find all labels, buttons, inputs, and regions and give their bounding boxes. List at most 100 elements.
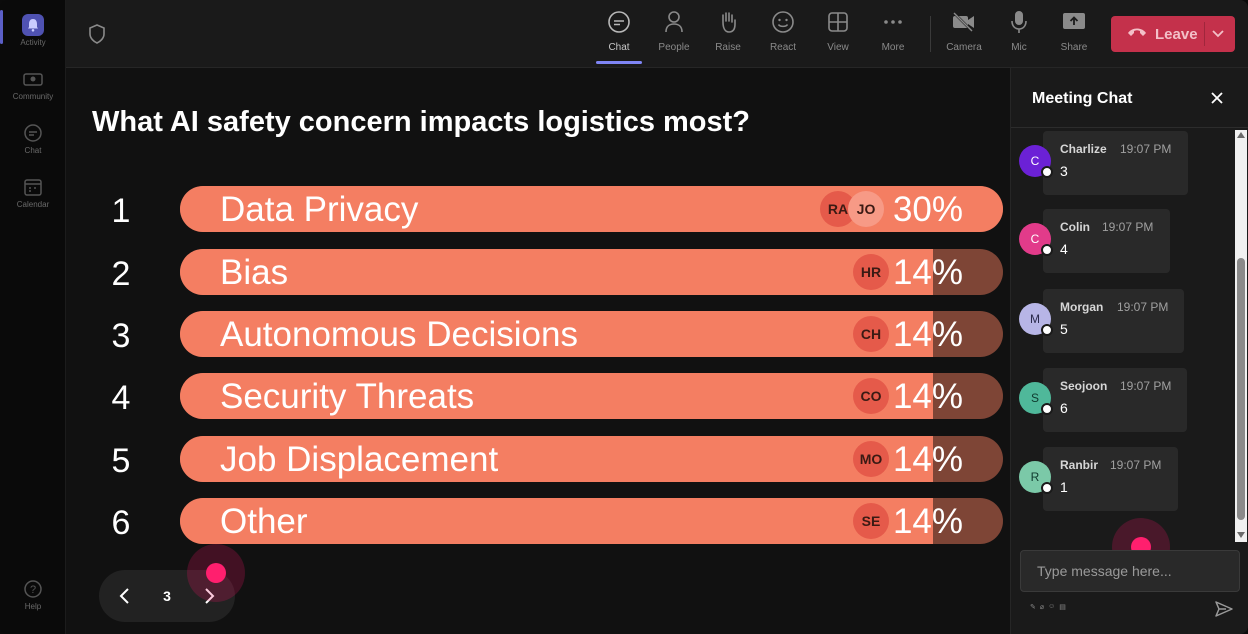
rail-item-calendar[interactable]: Calendar	[0, 166, 66, 216]
toolbar-label: React	[769, 42, 797, 53]
message-author: Morgan	[1060, 300, 1104, 314]
voter-chip: CH	[853, 316, 889, 352]
svg-text:?: ?	[30, 584, 36, 596]
chat-scrollbar[interactable]	[1235, 130, 1247, 542]
option-fill	[180, 249, 934, 295]
send-icon[interactable]	[1214, 600, 1234, 623]
meeting-chat-panel: Meeting Chat C Charlize 19:07 PM 3 C Col…	[1010, 68, 1248, 634]
leave-label: Leave	[1155, 25, 1198, 43]
emoji-icon[interactable]: ☺	[1048, 603, 1056, 610]
toolbar-label: Camera	[946, 42, 982, 53]
toolbar-label: Raise	[715, 42, 741, 53]
message-author: Colin	[1060, 220, 1090, 234]
camera-off-icon	[951, 10, 977, 34]
close-icon[interactable]	[1209, 90, 1225, 111]
toolbar-raise-button[interactable]: Raise	[704, 10, 752, 62]
bell-icon	[22, 14, 44, 36]
option-bar: Security Threats CO 14%	[180, 373, 1003, 419]
toolbar-view-button[interactable]: View	[814, 10, 862, 62]
toolbar-camera-button[interactable]: Camera	[940, 10, 988, 62]
meeting-toolbar: Chat People Raise React View	[66, 0, 1248, 68]
poll-option[interactable]: 6 Other SE 14%	[66, 498, 1010, 546]
mic-icon	[1010, 10, 1028, 34]
calendar-icon	[22, 176, 44, 198]
chevron-down-icon[interactable]	[1211, 26, 1225, 45]
option-bar: Bias HR 14%	[180, 249, 1003, 295]
toolbar-share-button[interactable]: Share	[1050, 10, 1098, 62]
active-tab-indicator	[596, 61, 642, 64]
poll-option[interactable]: 2 Bias HR 14%	[66, 249, 1010, 297]
rail-item-chat[interactable]: Chat	[0, 112, 66, 162]
option-number: 6	[111, 504, 131, 542]
community-icon	[22, 68, 44, 90]
poll-option[interactable]: 3 Autonomous Decisions CH 14%	[66, 311, 1010, 359]
rail-label: Activity	[20, 38, 46, 47]
voter-chip: HR	[853, 254, 889, 290]
chat-message: R Ranbir 19:07 PM 1	[1019, 447, 1178, 511]
page-number: 3	[163, 588, 171, 604]
option-fill	[180, 373, 934, 419]
poll-option[interactable]: 1 Data Privacy RA JO 30%	[66, 186, 1010, 234]
gif-icon[interactable]: ▤	[1059, 604, 1066, 611]
format-icon[interactable]: ✎	[1030, 604, 1036, 611]
option-bar: Autonomous Decisions CH 14%	[180, 311, 1003, 357]
message-author: Charlize	[1060, 142, 1107, 156]
option-number: 5	[111, 442, 131, 480]
raise-hand-icon	[717, 10, 739, 34]
pointer-indicator	[187, 544, 245, 602]
share-icon	[1062, 10, 1086, 34]
toolbar-more-button[interactable]: More	[869, 10, 917, 62]
scroll-down-icon[interactable]	[1237, 532, 1245, 538]
message-time: 19:07 PM	[1102, 220, 1154, 234]
option-percent: 14%	[892, 315, 963, 354]
voter-chip: SE	[853, 503, 889, 539]
chat-header-divider	[1011, 127, 1248, 128]
message-time: 19:07 PM	[1110, 458, 1162, 472]
toolbar-people-button[interactable]: People	[650, 10, 698, 62]
phone-hangup-icon	[1127, 25, 1147, 43]
leave-button[interactable]: Leave	[1111, 16, 1235, 52]
attach-icon[interactable]: ⌀	[1039, 604, 1045, 611]
status-icon	[1041, 244, 1053, 256]
poll-option[interactable]: 5 Job Displacement MO 14%	[66, 436, 1010, 484]
option-bar: Job Displacement MO 14%	[180, 436, 1003, 482]
option-label: Other	[220, 502, 308, 541]
option-number: 3	[111, 317, 131, 355]
message-text: 5	[1060, 321, 1068, 337]
option-bar: Data Privacy RA JO 30%	[180, 186, 1003, 232]
status-icon	[1041, 482, 1053, 494]
message-text: 4	[1060, 241, 1068, 257]
message-text: 6	[1060, 400, 1068, 416]
toolbar-react-button[interactable]: React	[759, 10, 807, 62]
app-rail: Activity Community Chat Calendar ? Help	[0, 0, 66, 634]
message-text: 1	[1060, 479, 1068, 495]
option-label: Data Privacy	[220, 190, 419, 229]
rail-item-community[interactable]: Community	[0, 58, 66, 108]
avatar: C	[1019, 223, 1053, 256]
scrollbar-thumb[interactable]	[1237, 258, 1245, 520]
message-time: 19:07 PM	[1120, 142, 1172, 156]
status-icon	[1041, 324, 1053, 336]
option-percent: 14%	[892, 502, 963, 541]
toolbar-chat-button[interactable]: Chat	[595, 10, 643, 62]
chat-message-input[interactable]	[1020, 550, 1240, 592]
rail-item-help[interactable]: ? Help	[0, 568, 66, 618]
chevron-right-icon[interactable]	[201, 586, 217, 611]
chat-message: C Colin 19:07 PM 4	[1019, 209, 1170, 273]
chevron-left-icon[interactable]	[117, 586, 133, 611]
shield-icon[interactable]	[88, 24, 106, 49]
chat-title: Meeting Chat	[1032, 90, 1133, 107]
avatar: S	[1019, 382, 1053, 415]
avatar: R	[1019, 461, 1053, 494]
people-icon	[663, 10, 685, 34]
poll-option[interactable]: 4 Security Threats CO 14%	[66, 373, 1010, 421]
scroll-up-icon[interactable]	[1237, 132, 1245, 138]
poll-area: What AI safety concern impacts logistics…	[66, 68, 1010, 634]
voter-chip: CO	[853, 378, 889, 414]
rail-item-activity[interactable]: Activity	[0, 4, 66, 54]
option-number: 4	[111, 379, 131, 417]
toolbar-mic-button[interactable]: Mic	[995, 10, 1043, 62]
message-time: 19:07 PM	[1117, 300, 1169, 314]
option-percent: 14%	[892, 253, 963, 292]
